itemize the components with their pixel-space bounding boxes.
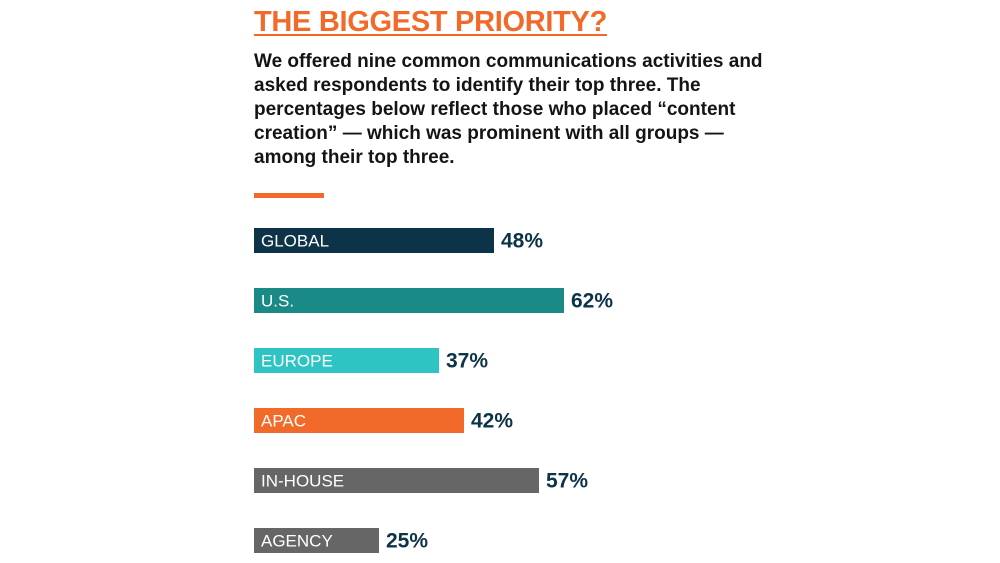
bar-group-apac: APAC 42% — [254, 408, 513, 433]
bar-group-europe: EUROPE 37% — [254, 348, 488, 373]
accent-rule — [254, 193, 324, 198]
bar-category-label: IN-HOUSE — [261, 472, 344, 491]
bar-value-label: 57% — [546, 470, 588, 493]
bar-category-label: U.S. — [261, 292, 294, 311]
bar-group-global: GLOBAL 48% — [254, 228, 543, 253]
bar-value-label: 37% — [446, 350, 488, 373]
bar-agency — [254, 528, 379, 553]
bar-europe — [254, 348, 439, 373]
bar-category-label: GLOBAL — [261, 232, 329, 251]
bar-global — [254, 228, 494, 253]
bar-group-agency: AGENCY 25% — [254, 528, 428, 553]
chart-title: THE BIGGEST PRIORITY? — [254, 6, 608, 38]
bar-u-s — [254, 288, 564, 313]
bar-value-label: 62% — [571, 290, 613, 313]
bar-category-label: EUROPE — [261, 352, 333, 371]
bar-group-u-s: U.S. 62% — [254, 288, 613, 313]
bar-group-in-house: IN-HOUSE 57% — [254, 468, 588, 493]
chart-subtitle: We offered nine common communications ac… — [254, 51, 763, 168]
bar-category-label: AGENCY — [261, 532, 333, 551]
bar-value-label: 48% — [501, 230, 543, 253]
bar-in-house — [254, 468, 539, 493]
bar-value-label: 42% — [471, 410, 513, 433]
bar-category-label: APAC — [261, 412, 306, 431]
bar-value-label: 25% — [386, 530, 428, 553]
bar-apac — [254, 408, 464, 433]
